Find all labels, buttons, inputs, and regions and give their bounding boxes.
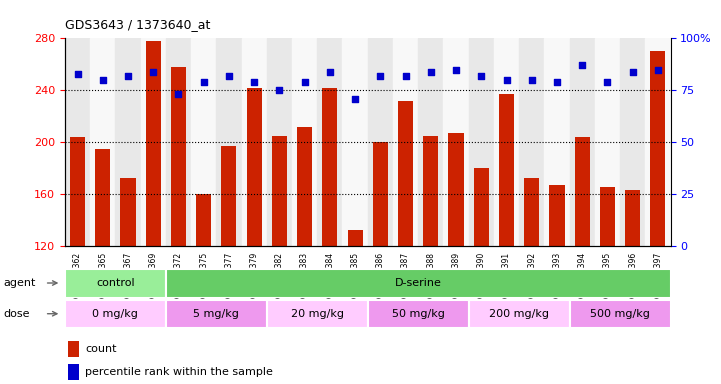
Bar xyxy=(247,88,262,246)
Bar xyxy=(267,38,292,246)
Text: control: control xyxy=(96,278,135,288)
Bar xyxy=(221,146,236,246)
Bar xyxy=(595,38,620,246)
Bar xyxy=(368,38,393,246)
Bar xyxy=(216,38,242,246)
Bar xyxy=(115,38,141,246)
Bar xyxy=(166,269,671,298)
Bar xyxy=(322,88,337,246)
Bar xyxy=(448,133,464,246)
Text: dose: dose xyxy=(4,309,30,319)
Bar xyxy=(166,300,267,328)
Bar xyxy=(600,187,615,246)
Bar xyxy=(625,190,640,246)
Bar xyxy=(90,38,115,246)
Text: 20 mg/kg: 20 mg/kg xyxy=(291,309,344,319)
Bar xyxy=(196,194,211,246)
Bar xyxy=(423,136,438,246)
Bar xyxy=(95,149,110,246)
Bar xyxy=(68,364,79,380)
Point xyxy=(72,71,83,77)
Bar xyxy=(146,41,161,246)
Text: 200 mg/kg: 200 mg/kg xyxy=(489,309,549,319)
Bar xyxy=(570,38,595,246)
Bar xyxy=(524,178,539,246)
Text: count: count xyxy=(85,344,116,354)
Bar xyxy=(171,67,186,246)
Bar xyxy=(469,38,494,246)
Point xyxy=(627,68,639,74)
Bar xyxy=(519,38,544,246)
Point xyxy=(224,73,235,79)
Text: GDS3643 / 1373640_at: GDS3643 / 1373640_at xyxy=(65,18,211,31)
Bar xyxy=(297,126,312,246)
Bar xyxy=(393,38,418,246)
Bar xyxy=(65,269,166,298)
Point xyxy=(122,73,134,79)
Bar xyxy=(474,168,489,246)
Text: D-serine: D-serine xyxy=(394,278,442,288)
Bar xyxy=(166,38,191,246)
Point xyxy=(147,68,159,74)
Point xyxy=(425,68,436,74)
Bar xyxy=(575,137,590,246)
Bar xyxy=(443,38,469,246)
Bar xyxy=(272,136,287,246)
Point xyxy=(500,77,512,83)
Text: 5 mg/kg: 5 mg/kg xyxy=(193,309,239,319)
Text: 500 mg/kg: 500 mg/kg xyxy=(590,309,650,319)
Text: percentile rank within the sample: percentile rank within the sample xyxy=(85,367,273,377)
Point xyxy=(577,62,588,68)
Bar xyxy=(68,341,79,356)
Point xyxy=(324,68,335,74)
Bar xyxy=(70,137,85,246)
Bar xyxy=(242,38,267,246)
Bar xyxy=(494,38,519,246)
Bar xyxy=(342,38,368,246)
Bar xyxy=(373,142,388,246)
Bar xyxy=(544,38,570,246)
Bar xyxy=(368,300,469,328)
Point xyxy=(476,73,487,79)
Bar xyxy=(645,38,671,246)
Point xyxy=(375,73,386,79)
Bar xyxy=(418,38,443,246)
Bar xyxy=(317,38,342,246)
Bar xyxy=(650,51,665,246)
Bar xyxy=(267,300,368,328)
Point xyxy=(298,79,310,85)
Bar xyxy=(469,300,570,328)
Bar xyxy=(65,38,90,246)
Bar xyxy=(499,94,514,246)
Bar xyxy=(348,230,363,246)
Point xyxy=(349,96,360,102)
Point xyxy=(173,91,185,98)
Point xyxy=(526,77,537,83)
Bar xyxy=(549,185,565,246)
Bar xyxy=(292,38,317,246)
Point xyxy=(601,79,613,85)
Point xyxy=(652,66,663,73)
Bar xyxy=(570,300,671,328)
Point xyxy=(198,79,210,85)
Point xyxy=(97,77,108,83)
Point xyxy=(274,87,286,93)
Point xyxy=(450,66,461,73)
Text: agent: agent xyxy=(4,278,36,288)
Point xyxy=(248,79,260,85)
Text: 50 mg/kg: 50 mg/kg xyxy=(392,309,445,319)
Text: 0 mg/kg: 0 mg/kg xyxy=(92,309,138,319)
Bar xyxy=(620,38,645,246)
Bar xyxy=(120,178,136,246)
Bar xyxy=(398,101,413,246)
Point xyxy=(399,73,411,79)
Bar xyxy=(65,300,166,328)
Bar xyxy=(141,38,166,246)
Bar xyxy=(191,38,216,246)
Point xyxy=(551,79,562,85)
